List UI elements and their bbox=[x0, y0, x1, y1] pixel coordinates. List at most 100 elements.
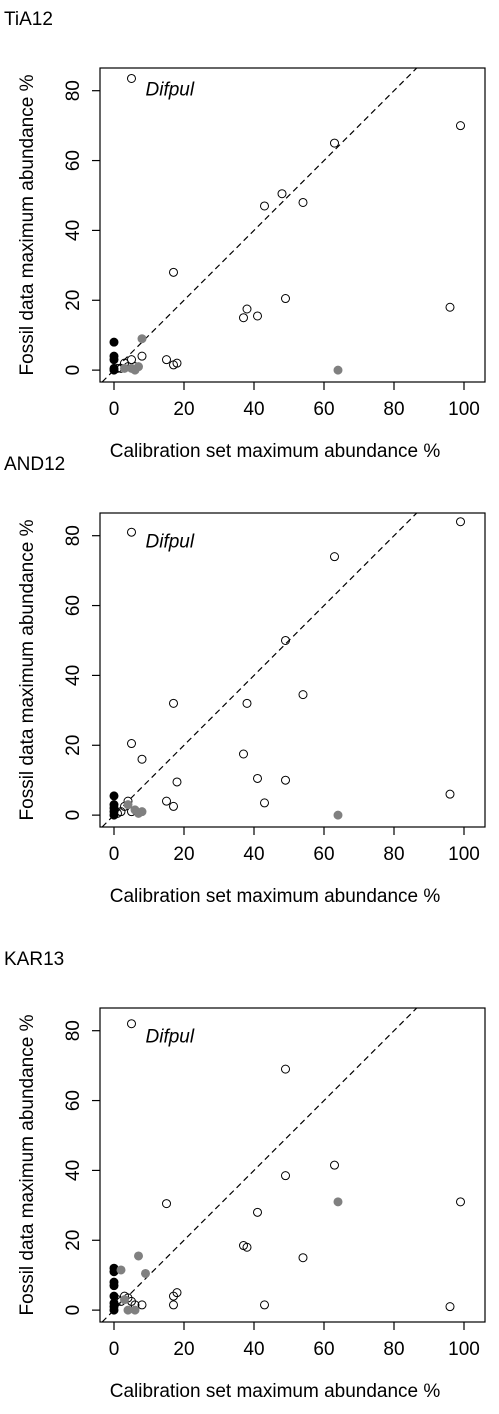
data-point bbox=[141, 1268, 150, 1278]
x-tick-label: 60 bbox=[313, 1339, 334, 1360]
data-point bbox=[456, 1197, 465, 1207]
data-point bbox=[242, 698, 252, 708]
data-point bbox=[260, 798, 269, 808]
data-point bbox=[172, 358, 182, 368]
data-point bbox=[120, 363, 129, 373]
data-point bbox=[109, 791, 119, 801]
x-tick-label: 60 bbox=[313, 844, 334, 865]
data-point bbox=[120, 1295, 129, 1305]
panel-title: AND12 bbox=[4, 454, 65, 475]
y-tick-label: 0 bbox=[63, 365, 84, 376]
data-point bbox=[242, 304, 252, 314]
x-axis-label: Calibration set maximum abundance % bbox=[110, 1381, 441, 1402]
y-axis-label: Fossil data maximum abundance % bbox=[17, 519, 38, 820]
data-point bbox=[281, 294, 290, 304]
data-point bbox=[253, 1207, 262, 1217]
panel-title: KAR13 bbox=[4, 949, 64, 970]
data-point bbox=[137, 1300, 147, 1310]
identity-line bbox=[101, 68, 418, 382]
x-tick-label: 100 bbox=[448, 399, 480, 420]
x-axis-label: Calibration set maximum abundance % bbox=[110, 441, 441, 462]
plot-frame bbox=[99, 67, 486, 383]
data-point bbox=[242, 1242, 252, 1252]
data-point bbox=[137, 754, 147, 764]
x-tick-label: 0 bbox=[109, 1339, 120, 1360]
data-point bbox=[169, 267, 178, 277]
y-tick-label: 60 bbox=[63, 595, 84, 616]
y-tick-label: 0 bbox=[63, 1305, 84, 1316]
y-axis-label: Fossil data maximum abundance % bbox=[17, 74, 38, 375]
data-point bbox=[127, 73, 136, 83]
data-point bbox=[445, 302, 455, 312]
identity-line bbox=[101, 1008, 418, 1322]
data-point bbox=[109, 1305, 119, 1315]
data-point bbox=[298, 690, 308, 700]
x-tick-label: 100 bbox=[448, 844, 480, 865]
x-tick-label: 20 bbox=[173, 399, 194, 420]
data-point bbox=[137, 351, 147, 361]
data-point bbox=[330, 138, 339, 148]
data-point bbox=[127, 1019, 136, 1029]
x-tick-label: 0 bbox=[109, 844, 120, 865]
data-point bbox=[109, 355, 119, 365]
y-axis-label: Fossil data maximum abundance % bbox=[17, 1014, 38, 1315]
data-point bbox=[169, 698, 178, 708]
y-tick-label: 20 bbox=[63, 735, 84, 756]
x-tick-label: 40 bbox=[243, 399, 264, 420]
annotation: Difpul bbox=[146, 1027, 195, 1048]
data-point bbox=[333, 365, 343, 375]
data-point bbox=[445, 1302, 455, 1312]
data-point bbox=[137, 334, 147, 344]
data-point bbox=[281, 1171, 290, 1181]
data-point bbox=[162, 1199, 171, 1209]
data-point bbox=[281, 1064, 290, 1074]
x-tick-label: 0 bbox=[109, 399, 120, 420]
y-tick-label: 60 bbox=[63, 1090, 84, 1111]
y-tick-label: 80 bbox=[63, 1020, 84, 1041]
data-point bbox=[260, 201, 269, 211]
data-point bbox=[172, 777, 182, 787]
annotation: Difpul bbox=[146, 532, 195, 553]
x-tick-label: 20 bbox=[173, 1339, 194, 1360]
data-point bbox=[281, 635, 290, 645]
data-point bbox=[109, 337, 119, 347]
data-point bbox=[333, 810, 343, 820]
y-tick-label: 80 bbox=[63, 80, 84, 101]
plot-frame bbox=[99, 512, 486, 828]
x-tick-label: 100 bbox=[448, 1339, 480, 1360]
data-point bbox=[109, 365, 119, 375]
panel-title: TiA12 bbox=[4, 9, 53, 30]
x-axis-label: Calibration set maximum abundance % bbox=[110, 886, 441, 907]
x-tick-label: 20 bbox=[173, 844, 194, 865]
y-tick-label: 80 bbox=[63, 525, 84, 546]
data-point bbox=[116, 1265, 126, 1275]
y-tick-label: 40 bbox=[63, 220, 84, 241]
data-point bbox=[169, 1300, 178, 1310]
y-tick-label: 40 bbox=[63, 1160, 84, 1181]
data-point bbox=[109, 1281, 119, 1291]
y-tick-label: 20 bbox=[63, 1230, 84, 1251]
data-point bbox=[130, 365, 140, 375]
data-point bbox=[130, 1305, 140, 1315]
data-point bbox=[239, 313, 248, 323]
x-tick-label: 40 bbox=[243, 1339, 264, 1360]
data-point bbox=[127, 355, 136, 365]
x-tick-label: 80 bbox=[383, 399, 404, 420]
y-tick-label: 60 bbox=[63, 150, 84, 171]
data-point bbox=[330, 552, 339, 562]
data-point bbox=[277, 189, 287, 199]
data-point bbox=[123, 800, 133, 810]
data-point bbox=[333, 1197, 343, 1207]
data-point bbox=[260, 1300, 269, 1310]
plot-frame bbox=[99, 1007, 486, 1323]
annotation: Difpul bbox=[146, 80, 195, 101]
data-point bbox=[330, 1160, 339, 1170]
data-point bbox=[445, 789, 455, 799]
x-tick-label: 80 bbox=[383, 844, 404, 865]
y-tick-label: 20 bbox=[63, 290, 84, 311]
data-point bbox=[281, 775, 290, 785]
x-tick-label: 60 bbox=[313, 399, 334, 420]
x-tick-label: 80 bbox=[383, 1339, 404, 1360]
data-point bbox=[253, 773, 262, 783]
